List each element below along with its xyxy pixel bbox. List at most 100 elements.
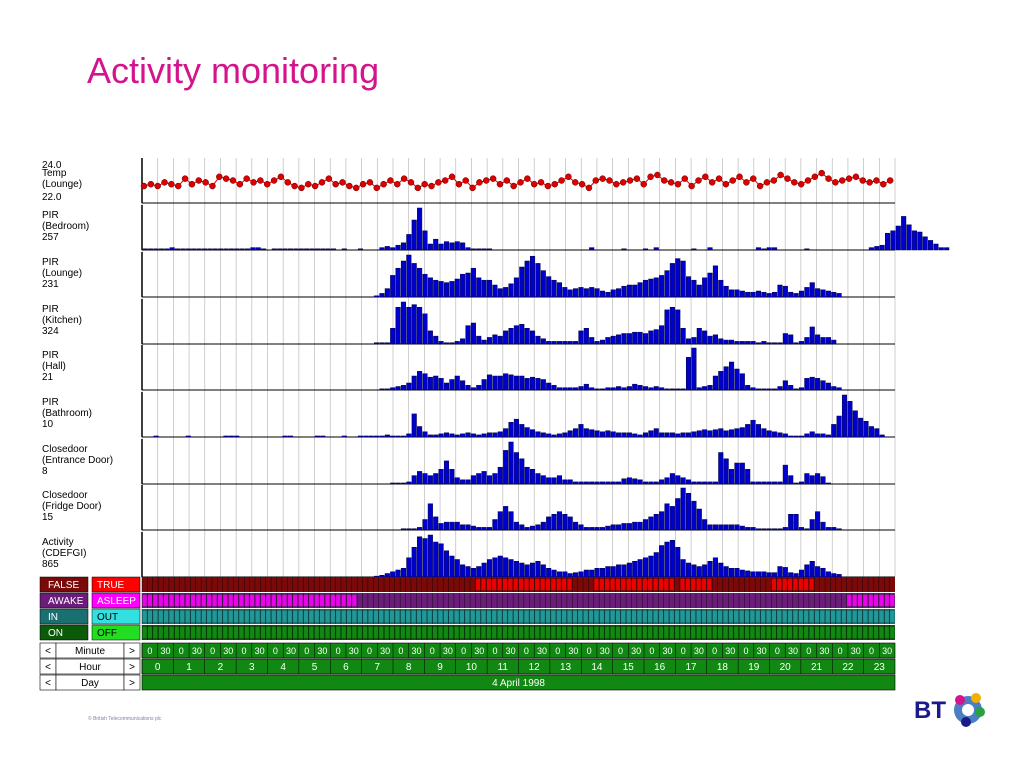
bar (524, 328, 530, 345)
state-right-box (91, 624, 141, 641)
bar (788, 334, 794, 345)
bar (755, 290, 761, 298)
state-segment (820, 611, 825, 622)
state-segment (217, 627, 222, 638)
state-segment (782, 579, 787, 590)
temp-point (599, 175, 606, 182)
bar (793, 482, 799, 485)
bar (476, 277, 482, 298)
state-segment (615, 579, 620, 590)
bar (185, 435, 191, 438)
state-segment (847, 595, 852, 606)
state-segment (685, 579, 690, 590)
state-segment (621, 579, 626, 590)
bar (497, 335, 503, 345)
state-segment (556, 627, 561, 638)
bar (745, 570, 751, 578)
temp-point (400, 175, 408, 182)
state-segment (389, 611, 395, 622)
temp-point (558, 177, 565, 184)
minute-tick-label: 30 (600, 646, 610, 656)
bar (653, 329, 659, 345)
bar (691, 347, 697, 391)
bar (761, 248, 767, 251)
temp-point (695, 177, 702, 184)
bar (454, 341, 460, 345)
state-segment (303, 627, 309, 638)
state-segment (233, 627, 239, 638)
state-segment (293, 595, 298, 606)
temp-point (729, 177, 736, 184)
state-segment (718, 627, 723, 638)
temp-point (455, 180, 463, 188)
state-segment (637, 611, 642, 622)
state-segment (605, 611, 610, 622)
bar (729, 568, 735, 578)
bar (594, 527, 600, 531)
hour-tick-label: 16 (654, 662, 666, 673)
state-segment (615, 611, 620, 622)
bar (702, 564, 708, 578)
state-segment (664, 627, 669, 638)
temp-point (777, 171, 784, 179)
temp-point (578, 180, 586, 188)
state-segment (669, 611, 674, 622)
bar (411, 528, 417, 531)
state-segment (610, 627, 615, 638)
bar (648, 278, 654, 298)
bar (831, 527, 837, 531)
temp-point (441, 177, 449, 184)
minute-next-button[interactable] (123, 642, 141, 659)
bar (535, 524, 541, 531)
bar (648, 555, 654, 578)
bar (675, 258, 681, 298)
bar (427, 243, 433, 251)
bar (707, 335, 713, 345)
bar (616, 386, 622, 391)
bar (874, 246, 880, 251)
temp-point (298, 184, 305, 192)
bar (454, 278, 460, 298)
bar (589, 387, 595, 391)
state-segment (400, 627, 405, 638)
state-segment (282, 595, 287, 606)
state-segment (212, 595, 217, 606)
state-segment (201, 595, 206, 606)
bar (820, 289, 826, 298)
bar (578, 571, 584, 578)
state-segment (701, 611, 707, 622)
bar (804, 473, 810, 485)
state-segment (658, 627, 664, 638)
bar (653, 514, 659, 531)
bar (395, 569, 401, 578)
bar (379, 435, 385, 438)
state-segment (309, 627, 314, 638)
temp-point (811, 173, 819, 181)
bar (739, 373, 745, 391)
minute-tick-label: 0 (273, 646, 278, 656)
minute-tick-label: 30 (788, 646, 798, 656)
state-segment (798, 611, 803, 622)
bar (535, 335, 541, 345)
hour-next-button[interactable] (123, 658, 141, 675)
state-segment (438, 627, 443, 638)
bar (745, 385, 751, 391)
state-segment (336, 611, 341, 622)
bar (433, 473, 439, 485)
state-segment (847, 611, 852, 622)
bar (325, 248, 331, 251)
bar (772, 431, 778, 438)
hour-tick-label: 23 (874, 662, 886, 673)
state-segment (804, 611, 809, 622)
bar (594, 430, 600, 438)
state-segment (196, 611, 201, 622)
temp-point (161, 179, 168, 186)
state-segment (691, 627, 696, 638)
state-segment (475, 611, 481, 622)
bar (798, 527, 805, 531)
bar (637, 479, 643, 485)
day-next-button[interactable] (123, 674, 141, 691)
bar (503, 373, 509, 391)
state-segment (551, 611, 556, 622)
bar (304, 248, 310, 251)
